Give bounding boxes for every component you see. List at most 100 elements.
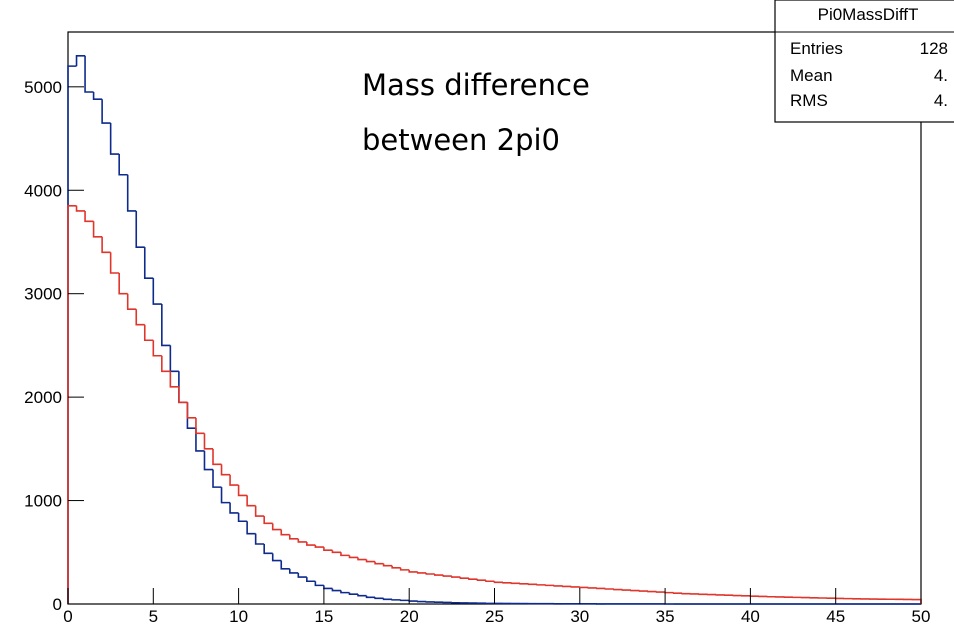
y-tick-label: 2000 xyxy=(24,388,62,407)
histogram-bin xyxy=(451,576,461,578)
histogram-bin xyxy=(101,99,111,124)
stats-value: 4. xyxy=(934,91,948,110)
histogram-bin xyxy=(374,561,384,565)
histogram-bin xyxy=(92,221,103,238)
histogram-bin xyxy=(544,584,555,587)
histogram-bin xyxy=(348,592,359,595)
histogram-bin xyxy=(186,402,196,419)
histogram-bin xyxy=(237,485,248,497)
x-tick-label: 30 xyxy=(570,607,589,626)
histogram-bin xyxy=(246,495,256,507)
histogram-bin xyxy=(553,585,563,587)
histogram-bin xyxy=(169,371,179,388)
histogram-bin xyxy=(109,252,120,274)
histogram-bin xyxy=(280,560,290,570)
histogram-bin xyxy=(67,204,77,604)
histogram-bin xyxy=(348,555,359,559)
histogram-bin xyxy=(143,247,154,279)
histogram-bin xyxy=(280,529,290,536)
stats-value: 4. xyxy=(934,66,948,85)
histogram-bin xyxy=(126,174,137,212)
histogram-bin xyxy=(681,592,691,595)
histogram-bin xyxy=(220,464,231,476)
histogram-bin xyxy=(84,210,94,223)
histogram-bin xyxy=(152,340,162,357)
y-tick-label: 5000 xyxy=(24,78,62,97)
histogram-bin xyxy=(519,583,529,585)
histogram-bin xyxy=(433,574,444,576)
histogram-bin xyxy=(288,568,299,574)
histogram-bin xyxy=(357,557,367,561)
x-tick-label: 35 xyxy=(656,607,675,626)
histogram-bin xyxy=(126,293,137,311)
histogram-bin xyxy=(365,559,376,563)
histogram-bin xyxy=(84,55,94,93)
histogram-bin xyxy=(229,474,239,486)
y-tick-label: 0 xyxy=(53,595,62,614)
histogram-bin xyxy=(263,516,273,525)
histogram-bin xyxy=(212,469,222,488)
histogram-bin xyxy=(442,575,452,577)
y-tick-label: 1000 xyxy=(24,492,62,511)
histogram-bin xyxy=(254,505,265,517)
histogram-bin xyxy=(502,581,512,584)
histogram-bin xyxy=(288,534,299,540)
histogram-bin xyxy=(331,550,341,554)
histogram-bin xyxy=(340,552,350,557)
histogram-bin xyxy=(536,584,546,586)
histogram-bin xyxy=(135,210,145,248)
x-tick-label: 40 xyxy=(741,607,760,626)
histogram-bin xyxy=(638,590,649,592)
x-tick-label: 5 xyxy=(149,607,158,626)
histograms xyxy=(67,54,922,605)
stats-label: Mean xyxy=(790,66,833,85)
histogram-bin xyxy=(178,371,188,404)
stats-box: Pi0MassDiffT Entries 128 Mean 4. RMS 4. xyxy=(774,0,954,123)
histogram-bin xyxy=(297,538,307,543)
stats-label: RMS xyxy=(790,91,828,110)
histogram-bin xyxy=(161,355,171,373)
histogram-bin xyxy=(297,572,307,578)
histogram-bin xyxy=(118,273,128,295)
histogram-bin xyxy=(143,324,154,342)
histogram-bin xyxy=(374,597,384,600)
histogram-bin xyxy=(67,65,77,604)
histogram-bin xyxy=(408,600,418,602)
x-tick-label: 0 xyxy=(63,607,72,626)
histogram-bin xyxy=(246,521,256,535)
histogram-bin xyxy=(365,595,376,599)
histogram-bin xyxy=(399,567,410,571)
histogram-bin xyxy=(323,547,333,552)
histogram-bin xyxy=(212,448,222,466)
histogram-bin xyxy=(186,402,196,429)
histogram-bin xyxy=(109,123,120,155)
histogram-bin xyxy=(203,433,214,450)
histogram-bin xyxy=(604,588,614,590)
histogram-bin xyxy=(391,599,401,601)
histogram-bin xyxy=(306,541,316,546)
stats-label: Entries xyxy=(790,39,843,58)
histogram-bin xyxy=(408,569,418,573)
histogram-bin xyxy=(178,386,188,404)
x-tick-label: 10 xyxy=(229,607,248,626)
histogram-bin xyxy=(75,205,86,212)
histogram-bin xyxy=(425,572,435,575)
histogram-bin xyxy=(630,589,640,592)
histogram-bin xyxy=(399,599,410,602)
histogram-bin xyxy=(314,545,324,548)
histogram-bin xyxy=(92,91,103,101)
histogram-bin xyxy=(664,591,674,594)
histogram-bin xyxy=(459,577,469,579)
histogram-bin xyxy=(195,417,205,435)
y-tick-label: 4000 xyxy=(24,181,62,200)
histogram-bin xyxy=(340,590,350,594)
histogram-bin xyxy=(672,592,683,594)
histogram-bin xyxy=(254,533,265,545)
histogram-bin xyxy=(357,594,367,597)
histogram-bin xyxy=(237,512,248,523)
histogram-bin xyxy=(152,278,162,305)
histogram-bin xyxy=(203,450,214,471)
stats-title: Pi0MassDiffT xyxy=(818,5,919,24)
x-tick-label: 25 xyxy=(485,607,504,626)
